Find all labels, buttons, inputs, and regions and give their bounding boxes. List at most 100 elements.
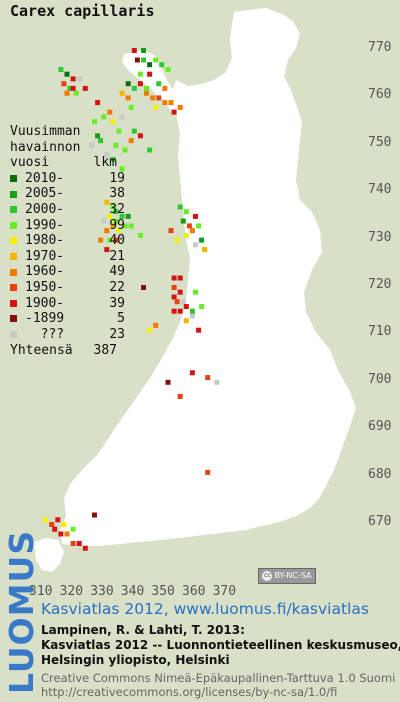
distribution-map <box>34 8 356 572</box>
legend-total-count: 387 <box>93 343 117 359</box>
observation-cell <box>107 109 113 115</box>
observation-cell <box>101 114 107 120</box>
legend-swatch <box>10 331 17 339</box>
observation-cell <box>64 90 70 96</box>
legend-heading-line1: Vuusimman <box>10 124 81 139</box>
observation-cell <box>199 237 205 243</box>
observation-cell <box>110 119 116 125</box>
observation-cell <box>122 223 128 229</box>
observation-cell <box>196 327 202 333</box>
observation-cell <box>113 237 119 243</box>
observation-cell <box>104 199 110 205</box>
legend-count: 32 <box>109 201 125 217</box>
citation-publisher: Helsingin yliopisto, Helsinki <box>41 653 230 667</box>
observation-cell <box>205 375 211 381</box>
kasviatlas-link[interactable]: Kasviatlas 2012, www.luomus.fi/kasviatla… <box>41 600 369 618</box>
observation-cell <box>165 379 171 385</box>
legend-count: 21 <box>109 248 125 264</box>
observation-cell <box>58 531 64 537</box>
legend-year-label: 2010- <box>25 170 65 186</box>
observation-cell <box>49 522 55 527</box>
observation-cell <box>116 228 122 234</box>
observation-cell <box>70 85 76 91</box>
legend-count: 5 <box>117 311 125 327</box>
species-title: Carex capillaris <box>10 2 155 20</box>
legend-count-header: lkm <box>93 155 117 171</box>
observation-cell <box>153 104 159 110</box>
observation-cell <box>193 242 198 248</box>
observation-cell <box>64 531 70 537</box>
legend-count: 40 <box>109 233 125 249</box>
observation-cell <box>110 223 116 229</box>
license-url[interactable]: http://creativecommons.org/licenses/by-n… <box>41 685 338 699</box>
observation-cell <box>193 289 198 295</box>
finnish-northwest-arm <box>122 50 180 112</box>
observation-cell <box>116 128 122 134</box>
observation-cell <box>174 299 180 305</box>
legend-entry: 1980- 40 <box>10 233 125 249</box>
legend-year-label: 1950- <box>25 279 65 295</box>
observation-cell <box>104 152 110 158</box>
observation-cell <box>131 48 137 53</box>
x-axis-label: 310 <box>29 584 53 599</box>
y-axis-label: 690 <box>368 419 392 435</box>
legend-swatch <box>10 268 17 276</box>
observation-cell <box>199 304 205 309</box>
legend: Vuusimman havainnon vuosi lkm 2010- 19 200… <box>10 124 125 359</box>
observation-cell <box>205 469 211 475</box>
observation-cell <box>58 67 64 72</box>
legend-column-headers: vuosi lkm <box>10 155 125 171</box>
legend-count: 49 <box>109 264 125 280</box>
observation-cell <box>177 275 183 281</box>
observation-cell <box>125 213 131 219</box>
legend-year-label: 1970- <box>25 248 65 264</box>
legend-entry: 1990- 99 <box>10 218 125 234</box>
observation-cell <box>162 85 168 91</box>
observation-cell <box>147 147 153 153</box>
observation-cell <box>153 322 159 328</box>
observation-cell <box>193 213 198 219</box>
observation-cell <box>43 517 49 523</box>
legend-count: 22 <box>109 279 125 295</box>
observation-cell <box>104 247 110 253</box>
observation-cell <box>122 147 128 153</box>
legend-entry: -1899 5 <box>10 311 125 327</box>
observation-cell <box>171 275 177 281</box>
observation-cell <box>119 232 125 238</box>
cc-license-badge[interactable]: cc BY-NC-SA <box>258 568 316 584</box>
observation-cell <box>171 109 177 115</box>
legend-count: 39 <box>109 295 125 311</box>
legend-count: 23 <box>109 326 125 342</box>
observation-cell <box>137 81 143 87</box>
observation-cell <box>73 90 79 96</box>
observation-cell <box>101 218 107 224</box>
legend-year-label: 1990- <box>25 217 65 233</box>
observation-cell <box>104 228 110 234</box>
observation-cell <box>159 62 165 68</box>
observation-cell <box>92 119 97 125</box>
legend-year-label: 1980- <box>25 233 65 249</box>
cc-license-text: BY-NC-SA <box>274 571 312 580</box>
legend-year-label: 2000- <box>25 201 65 217</box>
y-axis-label: 700 <box>368 371 392 387</box>
observation-cell <box>214 379 220 385</box>
observation-cell <box>153 57 159 63</box>
y-axis-label: 670 <box>368 514 392 529</box>
observation-cell <box>186 223 192 229</box>
legend-entry: 1960- 49 <box>10 264 125 280</box>
observation-cell <box>128 223 134 229</box>
observation-cell <box>147 62 153 68</box>
observation-cell <box>141 48 146 53</box>
legend-entry: 1950- 22 <box>10 280 125 296</box>
observation-cell <box>64 71 70 77</box>
legend-swatch <box>10 299 17 307</box>
observation-cell <box>162 100 168 106</box>
observation-cell <box>52 526 58 532</box>
observation-cell <box>61 81 67 87</box>
observation-cell <box>98 237 104 243</box>
observation-cell <box>134 57 140 63</box>
legend-year-label: 1900- <box>25 295 65 311</box>
legend-swatch <box>10 221 17 229</box>
observation-cell <box>76 76 82 82</box>
observation-cell <box>168 100 174 106</box>
